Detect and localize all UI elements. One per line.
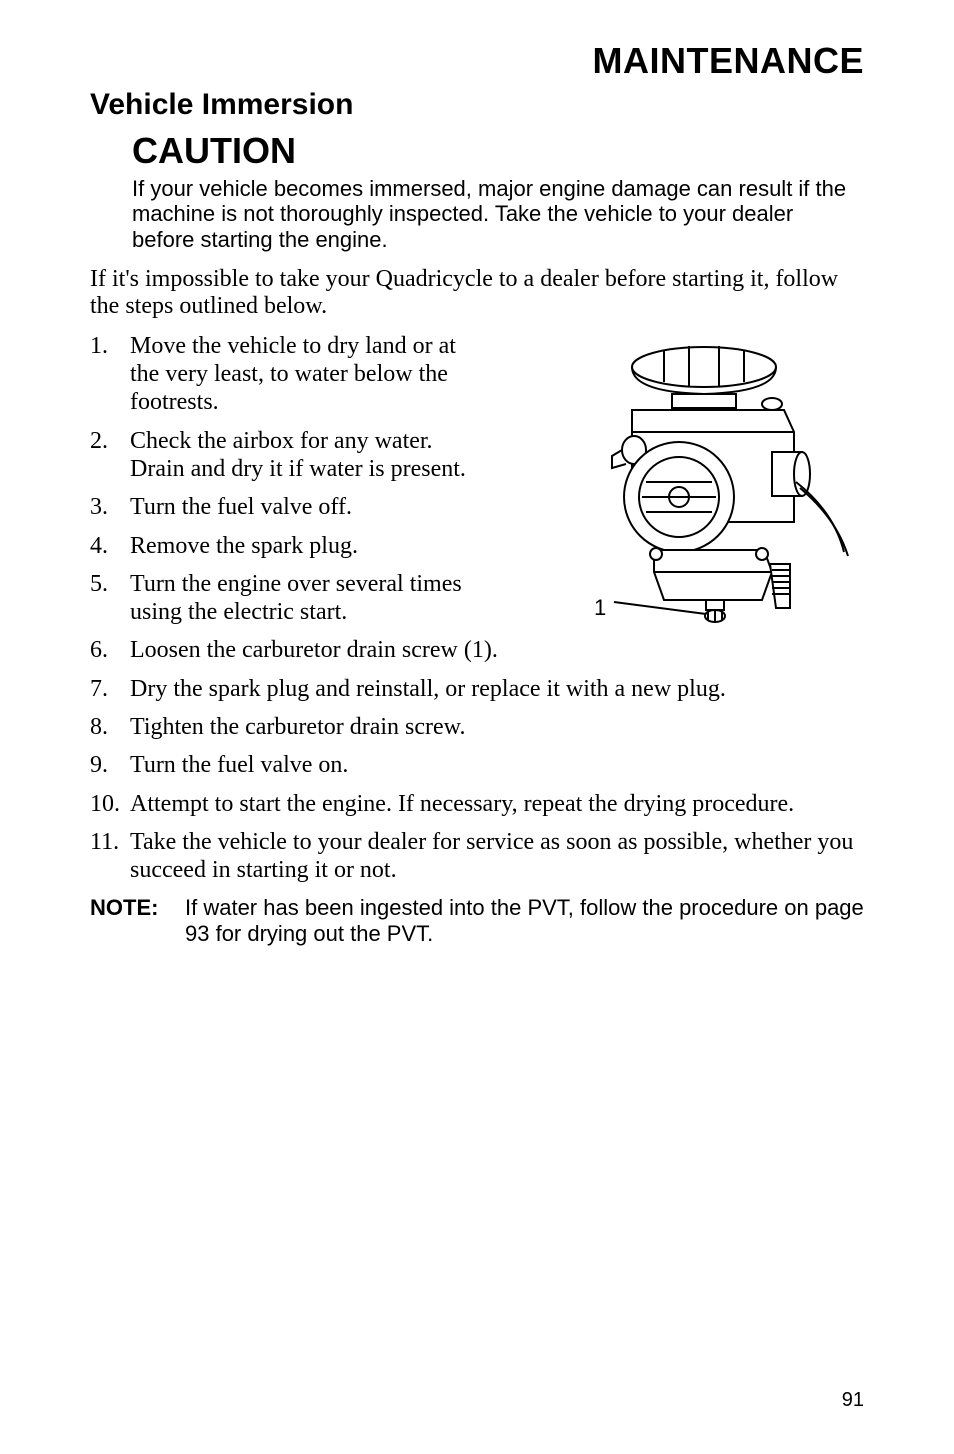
step-text: Dry the spark plug and reinstall, or rep… <box>130 675 864 703</box>
figure-callout-1: 1 <box>594 595 606 621</box>
steps-container: 1 1.Move the vehicle to dry land or at t… <box>90 332 864 885</box>
carburetor-svg <box>514 332 864 642</box>
note-label: NOTE: <box>90 895 185 948</box>
step-number: 6. <box>90 636 130 664</box>
step-number: 5. <box>90 570 130 627</box>
page-number: 91 <box>842 1389 864 1412</box>
step-number: 10. <box>90 790 130 818</box>
step-text: Tighten the carburetor drain screw. <box>130 713 864 741</box>
step-item: 8.Tighten the carburetor drain screw. <box>90 713 864 741</box>
step-item: 11.Take the vehicle to your dealer for s… <box>90 828 864 885</box>
note-text: If water has been ingested into the PVT,… <box>185 895 864 948</box>
step-number: 11. <box>90 828 130 885</box>
step-number: 2. <box>90 427 130 484</box>
caution-text: If your vehicle becomes immersed, major … <box>132 176 854 252</box>
step-item: 7.Dry the spark plug and reinstall, or r… <box>90 675 864 703</box>
section-title: Vehicle Immersion <box>90 88 864 122</box>
step-item: 9.Turn the fuel valve on. <box>90 751 864 779</box>
step-text: Take the vehicle to your dealer for serv… <box>130 828 864 885</box>
step-number: 3. <box>90 493 130 521</box>
page: MAINTENANCE Vehicle Immersion CAUTION If… <box>0 0 954 1454</box>
note-row: NOTE: If water has been ingested into th… <box>90 895 864 948</box>
step-number: 4. <box>90 532 130 560</box>
intro-paragraph: If it's impossible to take your Quadricy… <box>90 266 864 320</box>
step-number: 9. <box>90 751 130 779</box>
caution-heading: CAUTION <box>132 130 864 172</box>
step-number: 8. <box>90 713 130 741</box>
step-item: 10.Attempt to start the engine. If neces… <box>90 790 864 818</box>
step-text: Turn the fuel valve on. <box>130 751 864 779</box>
carburetor-figure: 1 <box>514 332 864 642</box>
step-number: 1. <box>90 332 130 417</box>
step-number: 7. <box>90 675 130 703</box>
page-header: MAINTENANCE <box>90 40 864 82</box>
step-text: Attempt to start the engine. If necessar… <box>130 790 864 818</box>
